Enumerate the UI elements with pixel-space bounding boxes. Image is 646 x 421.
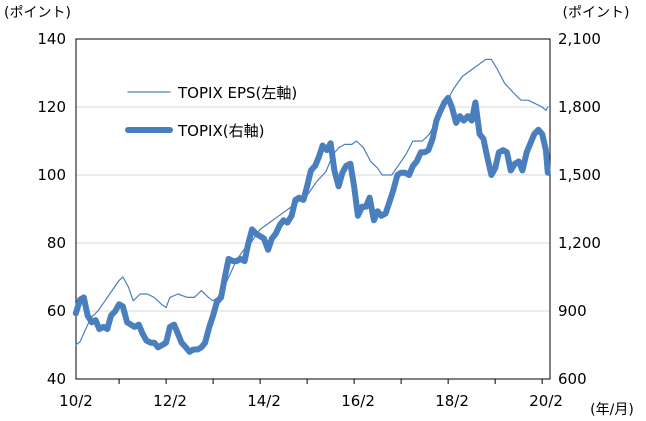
left-axis-tick-labels: 40 60 80 100 120 140 (37, 30, 66, 388)
x-axis-tick-labels: 10/2 12/2 14/2 16/2 18/2 20/2 (59, 392, 563, 410)
x-tick-label: 20/2 (529, 392, 563, 410)
x-tick-label: 10/2 (59, 392, 93, 410)
left-tick-label: 60 (47, 302, 66, 320)
series-line-topix (72, 94, 551, 355)
left-tick-label: 140 (37, 30, 66, 48)
plot-frame (75, 38, 551, 380)
series-line-eps (75, 58, 549, 346)
left-tick-label: 80 (47, 234, 66, 252)
left-tick-label: 120 (37, 98, 66, 116)
legend-label: TOPIX EPS(左軸) (177, 84, 297, 102)
series-lines (72, 58, 551, 355)
left-axis-unit: (ポイント) (4, 5, 71, 21)
right-tick-label: 900 (558, 302, 587, 320)
left-tick-label: 100 (37, 166, 66, 184)
x-tick-label: 18/2 (435, 392, 469, 410)
x-tick-label: 12/2 (153, 392, 187, 410)
gridlines (76, 38, 550, 312)
right-tick-label: 1,800 (558, 98, 601, 116)
right-tick-label: 600 (558, 370, 587, 388)
right-tick-label: 1,200 (558, 234, 601, 252)
x-tick-label: 16/2 (341, 392, 375, 410)
right-axis-unit: (ポイント) (563, 5, 630, 21)
legend-label: TOPIX(右軸) (177, 122, 264, 140)
right-axis-tick-labels: 600 900 1,200 1,500 1,800 2,100 (558, 30, 601, 388)
legend: TOPIX EPS(左軸) TOPIX(右軸) (125, 84, 297, 140)
axes (75, 38, 551, 384)
x-tick-label: 14/2 (247, 392, 281, 410)
x-axis-unit: (年/月) (590, 402, 634, 418)
left-tick-label: 40 (47, 370, 66, 388)
right-tick-label: 2,100 (558, 30, 601, 48)
right-tick-label: 1,500 (558, 166, 601, 184)
